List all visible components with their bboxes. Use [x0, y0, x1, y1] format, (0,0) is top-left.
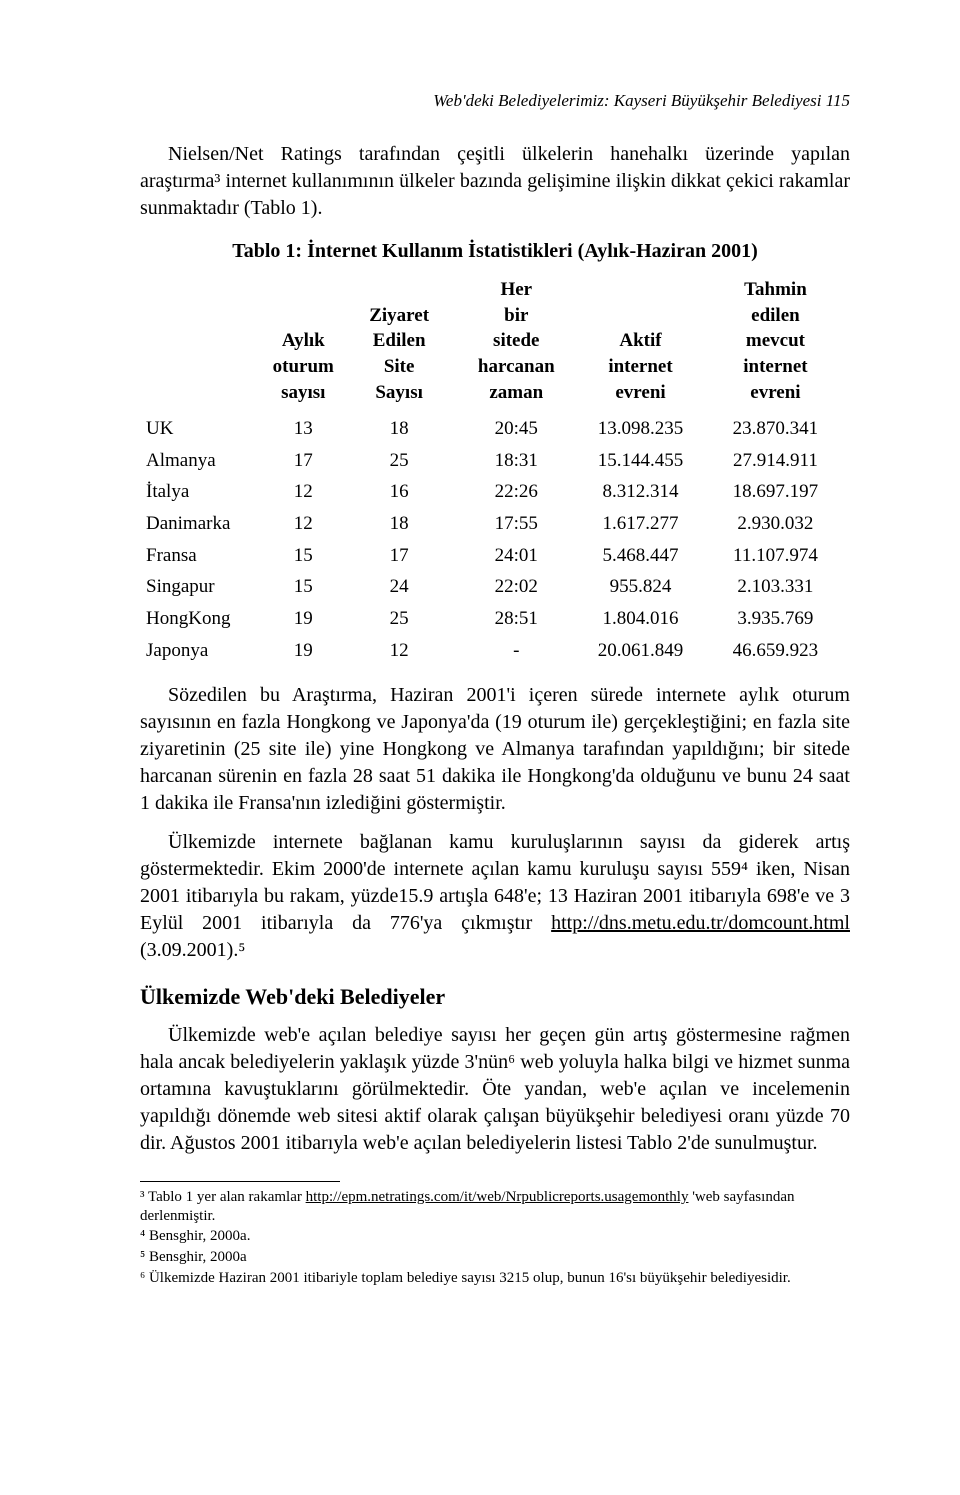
table-cell: 8.312.314 — [580, 476, 701, 508]
table-cell: 22:26 — [452, 476, 580, 508]
table-cell: 24 — [346, 571, 453, 603]
footnotes-separator — [140, 1181, 340, 1182]
section-heading: Ülkemizde Web'deki Belediyeler — [140, 982, 850, 1012]
table-cell: - — [452, 635, 580, 667]
table-row: Japonya1912-20.061.84946.659.923 — [140, 635, 850, 667]
table-cell: HongKong — [140, 603, 261, 635]
table-header-cell: ZiyaretEdilenSiteSayısı — [346, 275, 453, 413]
table-cell: 17 — [261, 445, 346, 477]
table-cell: UK — [140, 413, 261, 445]
table-cell: 18:31 — [452, 445, 580, 477]
table-cell: 27.914.911 — [701, 445, 850, 477]
table-cell: 22:02 — [452, 571, 580, 603]
table-cell: 12 — [261, 476, 346, 508]
internet-stats-table: AylıkoturumsayısıZiyaretEdilenSiteSayısı… — [140, 275, 850, 666]
table-header-cell: Aktifinternetevreni — [580, 275, 701, 413]
table-cell: 955.824 — [580, 571, 701, 603]
table-row: Almanya172518:3115.144.45527.914.911 — [140, 445, 850, 477]
table-title: Tablo 1: İnternet Kullanım İstatistikler… — [140, 238, 850, 265]
table-cell: 46.659.923 — [701, 635, 850, 667]
footnote-6: ⁶ Ülkemizde Haziran 2001 itibariyle topl… — [140, 1269, 850, 1288]
table-cell: 18.697.197 — [701, 476, 850, 508]
table-cell: 13 — [261, 413, 346, 445]
table-cell: 17 — [346, 540, 453, 572]
table-cell: 20.061.849 — [580, 635, 701, 667]
table-cell: Almanya — [140, 445, 261, 477]
section-paragraph: Ülkemizde web'e açılan belediye sayısı h… — [140, 1022, 850, 1157]
table-cell: Fransa — [140, 540, 261, 572]
table-row: HongKong192528:511.804.0163.935.769 — [140, 603, 850, 635]
running-head: Web'deki Belediyelerimiz: Kayseri Büyükş… — [140, 90, 850, 113]
table-cell: 1.617.277 — [580, 508, 701, 540]
link-dns-metu[interactable]: http://dns.metu.edu.tr/domcount.html — [551, 912, 850, 934]
table-cell: Danimarka — [140, 508, 261, 540]
table-row: Fransa151724:015.468.44711.107.974 — [140, 540, 850, 572]
footnote-3: ³ Tablo 1 yer alan rakamlar http://epm.n… — [140, 1188, 850, 1226]
table-cell: 19 — [261, 635, 346, 667]
footnote-4: ⁴ Bensghir, 2000a. — [140, 1227, 850, 1246]
footnote-link[interactable]: http://epm.netratings.com/it/web/Nrpubli… — [306, 1189, 689, 1205]
body-paragraph-1: Sözedilen bu Araştırma, Haziran 2001'i i… — [140, 682, 850, 817]
table-row: UK131820:4513.098.23523.870.341 — [140, 413, 850, 445]
table-cell: 12 — [346, 635, 453, 667]
table-cell: 5.468.447 — [580, 540, 701, 572]
table-cell: 25 — [346, 603, 453, 635]
table-cell: Japonya — [140, 635, 261, 667]
table-header-row: AylıkoturumsayısıZiyaretEdilenSiteSayısı… — [140, 275, 850, 413]
table-cell: 24:01 — [452, 540, 580, 572]
table-cell: 15 — [261, 540, 346, 572]
table-cell: 16 — [346, 476, 453, 508]
table-row: Singapur152422:02955.8242.103.331 — [140, 571, 850, 603]
table-cell: 19 — [261, 603, 346, 635]
table-cell: İtalya — [140, 476, 261, 508]
table-cell: 2.103.331 — [701, 571, 850, 603]
table-header-cell: Tahminedilenmevcutinternetevreni — [701, 275, 850, 413]
table-cell: 18 — [346, 413, 453, 445]
footnote-5: ⁵ Bensghir, 2000a — [140, 1248, 850, 1267]
table-header-cell: Herbirsitedeharcananzaman — [452, 275, 580, 413]
table-cell: 15.144.455 — [580, 445, 701, 477]
table-cell: 15 — [261, 571, 346, 603]
table-cell: 2.930.032 — [701, 508, 850, 540]
table-cell: 12 — [261, 508, 346, 540]
footnotes: ³ Tablo 1 yer alan rakamlar http://epm.n… — [140, 1188, 850, 1288]
intro-paragraph: Nielsen/Net Ratings tarafından çeşitli ü… — [140, 141, 850, 222]
table-cell: 23.870.341 — [701, 413, 850, 445]
table-cell: 13.098.235 — [580, 413, 701, 445]
body-paragraph-2: Ülkemizde internete bağlanan kamu kurulu… — [140, 829, 850, 964]
page: Web'deki Belediyelerimiz: Kayseri Büyükş… — [0, 0, 960, 1350]
table-cell: 18 — [346, 508, 453, 540]
table-cell: 3.935.769 — [701, 603, 850, 635]
table-header-cell — [140, 275, 261, 413]
table-cell: Singapur — [140, 571, 261, 603]
table-cell: 25 — [346, 445, 453, 477]
table-cell: 20:45 — [452, 413, 580, 445]
footnote-text: ³ Tablo 1 yer alan rakamlar — [140, 1189, 306, 1205]
table-header-cell: Aylıkoturumsayısı — [261, 275, 346, 413]
table-cell: 17:55 — [452, 508, 580, 540]
table-cell: 28:51 — [452, 603, 580, 635]
table-row: İtalya121622:268.312.31418.697.197 — [140, 476, 850, 508]
body-text: (3.09.2001).⁵ — [140, 939, 245, 961]
table-cell: 1.804.016 — [580, 603, 701, 635]
table-cell: 11.107.974 — [701, 540, 850, 572]
table-row: Danimarka121817:551.617.2772.930.032 — [140, 508, 850, 540]
